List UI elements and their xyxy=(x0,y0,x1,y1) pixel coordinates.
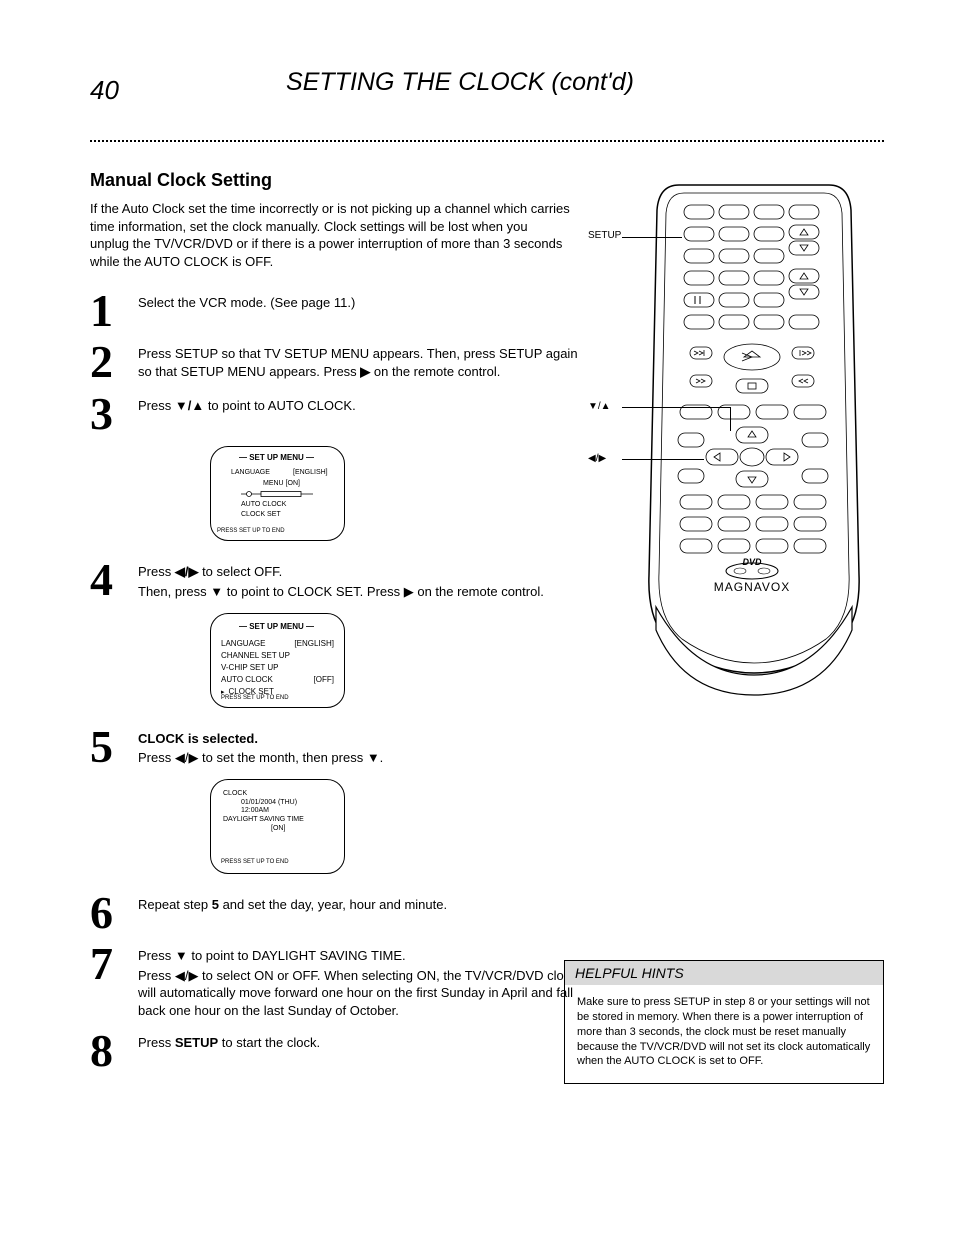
slider-graphic xyxy=(241,491,313,497)
step-5: 5 CLOCK is selected. Press ◀/▶ to set th… xyxy=(90,726,590,874)
step-number: 6 xyxy=(90,892,126,933)
mini-screen: — SET UP MENU — LANGUAGE [ENGLISH] MENU … xyxy=(210,446,345,541)
screen-title: — SET UP MENU — xyxy=(239,453,314,462)
mini-screen: — SET UP MENU — LANGUAGE [ENGLISH] CHANNE… xyxy=(210,613,345,708)
row-value: [ENGLISH] xyxy=(294,639,334,648)
steps-container: 1 Select the VCR mode. (See page 11.) 2 … xyxy=(90,290,590,1081)
step-number: 4 xyxy=(90,559,126,600)
callout-line xyxy=(622,237,682,238)
section-heading: Manual Clock Setting xyxy=(90,170,272,191)
step-number: 3 xyxy=(90,393,126,434)
hints-body: Make sure to press SETUP in step 8 or yo… xyxy=(565,985,883,1083)
step-text-part: Repeat step xyxy=(138,897,212,912)
screen-row: AUTO CLOCK [OFF] xyxy=(221,675,334,684)
step-number: 7 xyxy=(90,943,126,984)
step-text: Press ◀/▶ to select OFF. Then, press ▼ t… xyxy=(138,559,590,600)
step-text-part: to select OFF. xyxy=(198,564,282,579)
divider-dotted xyxy=(90,140,884,142)
arrow-key: ▼ xyxy=(175,948,188,963)
row-label: LANGUAGE xyxy=(221,639,265,648)
callout-line xyxy=(622,407,730,408)
helpful-hints-box: HELPFUL HINTS Make sure to press SETUP i… xyxy=(564,960,884,1084)
step-number: 8 xyxy=(90,1030,126,1071)
step-4-screen: — SET UP MENU — LANGUAGE [ENGLISH] CHANNE… xyxy=(210,613,590,708)
row-label: V-CHIP SET UP xyxy=(221,663,279,672)
step-text-part: Press xyxy=(138,564,175,579)
step-text: CLOCK is selected. Press ◀/▶ to set the … xyxy=(138,726,590,767)
step-text: Press SETUP so that TV SETUP MENU appear… xyxy=(138,341,590,380)
page-number: 40 xyxy=(90,75,119,106)
page-title: SETTING THE CLOCK (cont'd) xyxy=(260,68,660,97)
arrow-keys: ▼/▲ xyxy=(175,398,204,413)
screen-line: 12:00AM xyxy=(223,807,332,816)
step-text: Select the VCR mode. (See page 11.) xyxy=(138,290,590,312)
step-5-screen: CLOCK 01/01/2004 (THU) 12:00AM DAYLIGHT … xyxy=(210,779,590,874)
step-1: 1 Select the VCR mode. (See page 11.) xyxy=(90,290,590,331)
screen-row: LANGUAGE [ENGLISH] xyxy=(221,639,334,648)
step-number: 2 xyxy=(90,341,126,382)
screen-footer: PRESS SET UP TO END xyxy=(217,528,285,534)
step-second-line: Press ◀/▶ to select ON or OFF. When sele… xyxy=(138,967,590,1020)
screen-row: V-CHIP SET UP xyxy=(221,663,334,672)
callout-arrows-vert: ▼/▲ xyxy=(588,401,611,412)
step-bold: CLOCK is selected. xyxy=(138,731,258,746)
play-icon: ▶ xyxy=(360,363,370,381)
step-3: 3 Press ▼/▲ to point to AUTO CLOCK. — SE… xyxy=(90,393,590,541)
screen-line: AUTO CLOCK xyxy=(241,501,286,508)
row-value: [OFF] xyxy=(314,675,334,684)
mini-screen: CLOCK 01/01/2004 (THU) 12:00AM DAYLIGHT … xyxy=(210,779,345,874)
step-4: 4 Press ◀/▶ to select OFF. Then, press ▼… xyxy=(90,559,590,707)
step-bold: SETUP xyxy=(175,1035,218,1050)
step-text-part: Press SETUP so that TV SETUP MENU appear… xyxy=(138,346,578,379)
step-8: 8 Press SETUP to start the clock. xyxy=(90,1030,590,1071)
step-number: 1 xyxy=(90,290,126,331)
step-text: Press ▼ to point to DAYLIGHT SAVING TIME… xyxy=(138,943,590,1019)
step-text-part: to point to DAYLIGHT SAVING TIME. xyxy=(188,948,406,963)
step-text: Press SETUP to start the clock. xyxy=(138,1030,590,1052)
screen-line: MENU [ON] xyxy=(263,480,300,487)
remote-svg: DVD MAGNAVOX xyxy=(624,175,884,705)
step-3-screen: — SET UP MENU — LANGUAGE [ENGLISH] MENU … xyxy=(210,446,590,541)
row-label: AUTO CLOCK xyxy=(221,675,273,684)
screen-row: CHANNEL SET UP xyxy=(221,651,334,660)
screen-footer: PRESS SET UP TO END xyxy=(221,859,289,867)
step-text: Repeat step 5 and set the day, year, hou… xyxy=(138,892,590,914)
screen-line: CLOCK xyxy=(223,790,332,799)
brand-label: MAGNAVOX xyxy=(714,580,790,594)
intro-paragraph: If the Auto Clock set the time incorrect… xyxy=(90,200,570,270)
hints-header: HELPFUL HINTS xyxy=(565,961,883,985)
step-number: 5 xyxy=(90,726,126,767)
step-text-part: Press xyxy=(138,948,175,963)
dvd-label: DVD xyxy=(742,557,762,567)
arrow-keys: ◀/▶ xyxy=(175,564,199,579)
screen-line: [ENGLISH] xyxy=(293,469,328,476)
step-2: 2 Press SETUP so that TV SETUP MENU appe… xyxy=(90,341,590,382)
screen-footer: PRESS SET UP TO END xyxy=(221,695,289,701)
callout-line xyxy=(622,459,704,460)
step-text-part: and set the day, year, hour and minute. xyxy=(219,897,447,912)
step-text: Press ▼/▲ to point to AUTO CLOCK. xyxy=(138,393,590,415)
step-7: 7 Press ▼ to point to DAYLIGHT SAVING TI… xyxy=(90,943,590,1019)
callout-setup: SETUP xyxy=(588,230,621,241)
remote-illustration: DVD MAGNAVOX SETUP ▼/▲ ◀/▶ xyxy=(624,175,884,710)
screen-line: DAYLIGHT SAVING TIME xyxy=(223,816,332,825)
screen-line: LANGUAGE xyxy=(231,469,270,476)
step-text-part: on the remote control. xyxy=(370,364,500,379)
step-text-part: Press xyxy=(138,1035,175,1050)
step-6: 6 Repeat step 5 and set the day, year, h… xyxy=(90,892,590,933)
screen-title: — SET UP MENU — xyxy=(221,622,334,631)
screen-line: 01/01/2004 (THU) xyxy=(223,799,332,808)
row-label: CHANNEL SET UP xyxy=(221,651,290,660)
step-text-part: Press xyxy=(138,398,175,413)
step-text-part: to point to AUTO CLOCK. xyxy=(204,398,356,413)
callout-arrows-horiz: ◀/▶ xyxy=(588,453,606,464)
step-bold: 5 xyxy=(212,897,219,912)
step-second-line: Press ◀/▶ to set the month, then press ▼… xyxy=(138,749,590,767)
screen-line: [ON] xyxy=(223,825,332,834)
callout-line xyxy=(730,407,731,431)
screen-line: CLOCK SET xyxy=(241,511,281,518)
step-second-line: Then, press ▼ to point to CLOCK SET. Pre… xyxy=(138,583,590,601)
step-text-part: to start the clock. xyxy=(218,1035,320,1050)
